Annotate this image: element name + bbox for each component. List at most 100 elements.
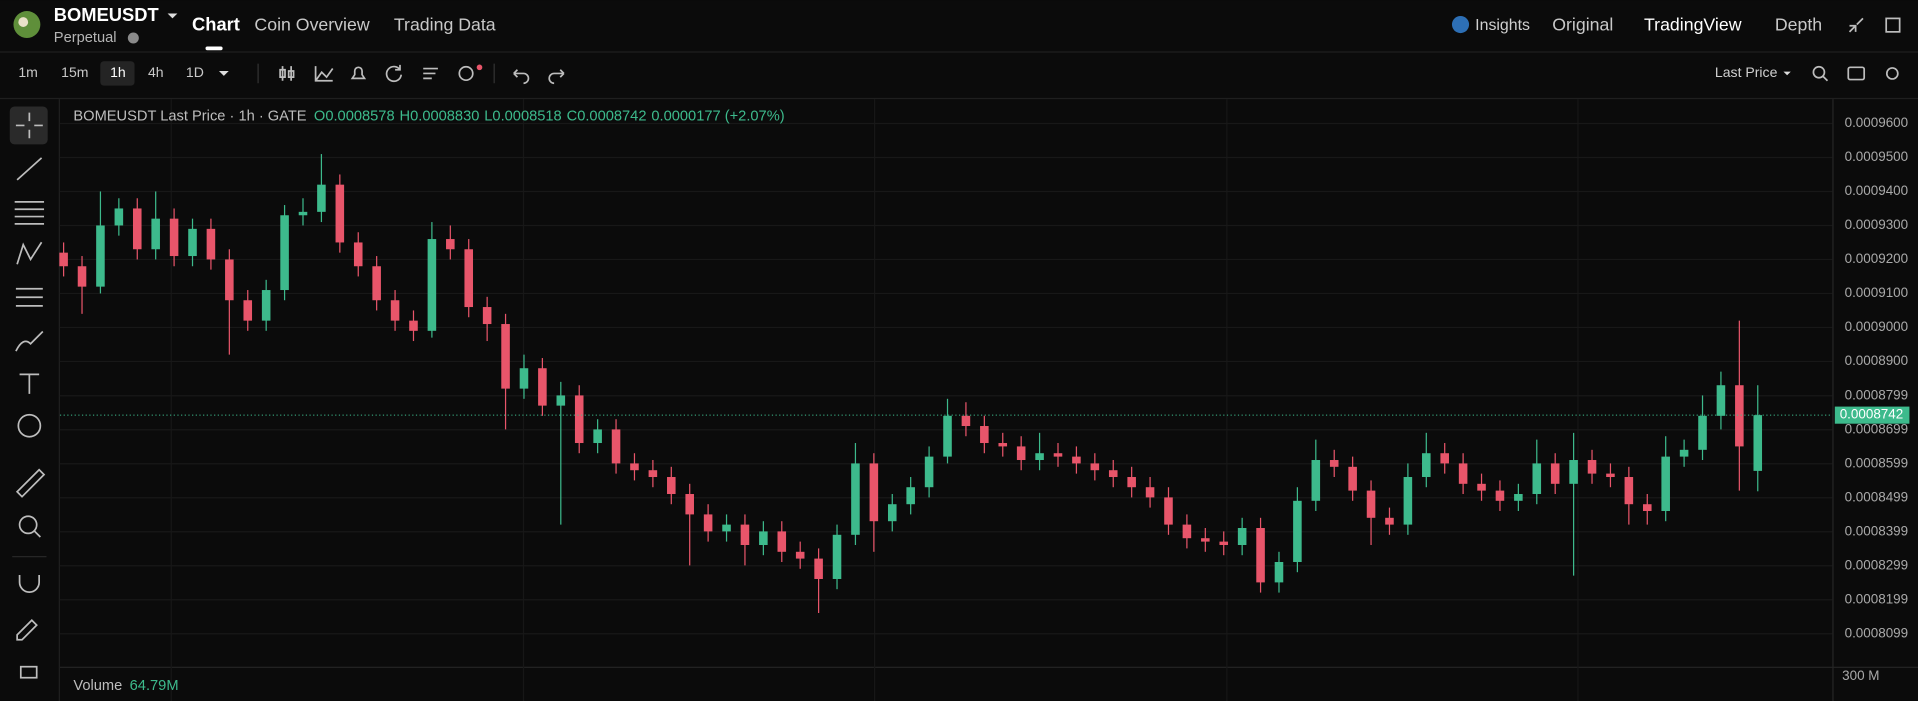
candle-body	[887, 504, 897, 522]
candle-body	[630, 463, 639, 471]
interval[interactable]: 1h	[110, 64, 126, 80]
last-price-tag	[1834, 406, 1910, 424]
candle-body	[814, 558, 823, 579]
candle-body	[980, 426, 989, 444]
settings-icon[interactable]	[1885, 67, 1899, 80]
candle-body	[1514, 494, 1523, 501]
add-badge	[476, 64, 483, 71]
interval[interactable]: 1m	[18, 64, 38, 80]
candle-body	[1219, 541, 1229, 546]
fib-tool[interactable]	[15, 287, 43, 307]
candle-body	[1256, 528, 1265, 583]
collapse-icon[interactable]	[1848, 17, 1864, 33]
text-tool[interactable]	[19, 373, 40, 394]
candle-body	[59, 252, 68, 267]
candle-body	[519, 368, 529, 389]
candle-body	[1329, 460, 1339, 467]
zoom-tool[interactable]	[18, 515, 38, 535]
add-icon[interactable]	[458, 65, 474, 82]
candle-body	[501, 324, 510, 389]
redo-icon[interactable]	[548, 69, 565, 85]
horizontal-lines-tool[interactable]	[14, 201, 45, 225]
candle-body	[1016, 446, 1026, 461]
interval[interactable]: 15m	[61, 64, 88, 80]
view-option[interactable]: TradingView	[1644, 14, 1742, 34]
candle-body	[1458, 463, 1468, 484]
symbol-caret[interactable]	[167, 13, 178, 19]
ruler-tool[interactable]	[15, 468, 46, 498]
last-price-label: 0.0008742	[1840, 407, 1904, 422]
lock-draw-tool[interactable]	[16, 619, 38, 641]
tab[interactable]: Coin Overview	[254, 14, 369, 34]
candle-body	[96, 225, 105, 287]
candle-body	[1587, 460, 1597, 474]
y-tick-label: 0.0009000	[1845, 319, 1909, 334]
candle-body	[151, 218, 160, 250]
candle-body	[1440, 453, 1449, 464]
insights-icon	[1451, 15, 1470, 34]
view-option[interactable]: Depth	[1775, 14, 1822, 34]
tab[interactable]: Chart	[192, 14, 240, 35]
candle-body	[1716, 385, 1726, 416]
tab-underline	[205, 46, 223, 51]
price-type-caret[interactable]	[1783, 71, 1791, 76]
lock-tool[interactable]	[19, 665, 38, 679]
alert-icon[interactable]	[350, 66, 367, 80]
view-option[interactable]: Original	[1552, 14, 1613, 34]
symbol[interactable]: BOMEUSDT	[54, 4, 159, 25]
coin-logo-detail	[18, 17, 29, 27]
interval[interactable]: 1D	[186, 64, 204, 80]
candle-body	[611, 429, 621, 464]
candle-body	[538, 368, 547, 406]
y-tick-label: 0.0009100	[1845, 285, 1909, 300]
y-tick-label: 0.0008599	[1845, 455, 1909, 470]
tool-selected	[9, 106, 48, 145]
candle-body	[685, 494, 694, 515]
interval-caret[interactable]	[218, 70, 229, 76]
magnet-tool[interactable]	[18, 574, 40, 593]
interval[interactable]: 4h	[148, 64, 164, 80]
candle-body	[243, 300, 253, 321]
y-tick-label: 0.0008699	[1845, 421, 1909, 436]
brush-tool[interactable]	[15, 330, 44, 352]
crosshair-tool[interactable]	[15, 112, 43, 139]
template-icon[interactable]	[423, 67, 438, 80]
y-tick-label: 0.0008299	[1845, 557, 1909, 572]
volume-value: 64.79M	[130, 678, 179, 694]
fullscreen-icon[interactable]	[1885, 17, 1901, 33]
y-tick-label: 0.0009300	[1845, 217, 1909, 232]
price-type[interactable]: Last Price	[1715, 64, 1778, 80]
view-option[interactable]: Insights	[1475, 17, 1530, 34]
snapshot-icon[interactable]	[1847, 66, 1866, 81]
candle-body	[1237, 528, 1247, 546]
candle-body	[648, 470, 658, 478]
candle-body	[1606, 473, 1615, 478]
trendline-tool[interactable]	[16, 157, 43, 181]
candle-body	[280, 215, 289, 291]
undo-icon[interactable]	[513, 69, 530, 85]
candle-body	[1532, 463, 1542, 495]
candle-body	[427, 239, 437, 331]
legend-close: C0.0008742	[567, 108, 647, 124]
candle-body	[1679, 449, 1689, 457]
indicator-icon[interactable]	[314, 66, 334, 82]
candle-body	[1661, 456, 1670, 512]
y-tick-label: 0.0008399	[1845, 523, 1909, 538]
candle-body	[1550, 463, 1560, 484]
emoji-tool[interactable]	[17, 413, 42, 438]
candle-body	[1366, 490, 1376, 518]
info-icon[interactable]	[127, 32, 139, 44]
candle-body	[851, 463, 860, 535]
chart-type-icon[interactable]	[279, 66, 295, 81]
candle-body	[1422, 453, 1431, 478]
tab[interactable]: Trading Data	[394, 14, 496, 34]
pattern-tool[interactable]	[16, 241, 43, 265]
search-icon[interactable]	[1812, 65, 1826, 79]
candle-body	[832, 534, 842, 579]
y-tick-label: 0.0008799	[1845, 387, 1909, 402]
replay-icon[interactable]	[385, 64, 403, 83]
candle-body	[1624, 477, 1634, 505]
candle-body	[1164, 497, 1173, 525]
contract-type: Perpetual	[54, 30, 117, 46]
